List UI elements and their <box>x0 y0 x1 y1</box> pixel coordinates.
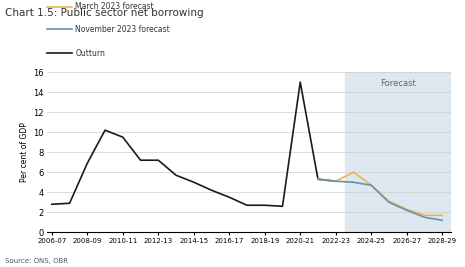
Text: Forecast: Forecast <box>380 79 416 88</box>
Text: Source: ONS, OBR: Source: ONS, OBR <box>5 258 67 264</box>
Text: Chart 1.5: Public sector net borrowing: Chart 1.5: Public sector net borrowing <box>5 8 203 18</box>
Bar <box>345 72 451 232</box>
Text: November 2023 forecast: November 2023 forecast <box>75 25 170 34</box>
Text: Outturn: Outturn <box>75 49 105 58</box>
Text: March 2023 forecast: March 2023 forecast <box>75 2 154 11</box>
Y-axis label: Per cent of GDP: Per cent of GDP <box>20 122 29 182</box>
